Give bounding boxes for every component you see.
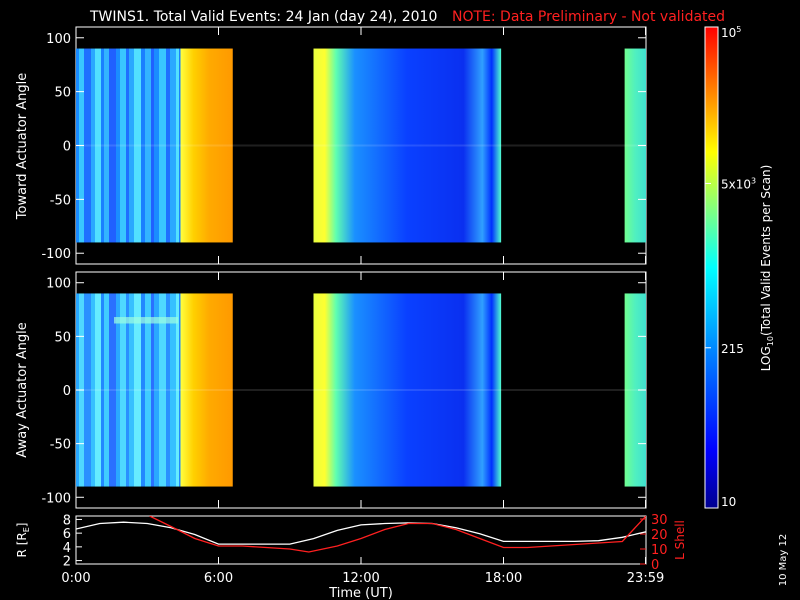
colorbar-label: LOG10(Total Valid Events per Scan) [759, 165, 775, 372]
ytick-label: -100 [41, 247, 71, 262]
time-xlabel: Time (UT) [328, 586, 393, 600]
ytick-label-right: 30 [651, 513, 668, 528]
away-actuator-panel: 100 50 0 -50 -100 Away Actuator Angle [15, 271, 647, 509]
colorbar-ramp [704, 26, 719, 509]
ytick-label: -50 [50, 193, 71, 208]
ytick-label: -100 [41, 491, 71, 506]
colorbar: 105 5x103 215 10 LOG10(Total Valid Events p… [704, 25, 775, 509]
xtick-label: 0:00 [61, 571, 90, 586]
ytick-label: 100 [46, 277, 71, 292]
heatmap-block [180, 293, 233, 487]
ytick-label: 0 [63, 384, 71, 399]
orbit-ylabel-right: L Shell [673, 520, 687, 560]
figure-title: TWINS1. Total Valid Events: 24 Jan (day … [89, 9, 437, 25]
ytick-label: 50 [54, 330, 71, 345]
ytick-label-right: 10 [651, 543, 668, 558]
colorbar-tick-label: 5x103 [721, 176, 756, 191]
ytick-label: 6 [63, 527, 71, 542]
heatmap-block [624, 48, 646, 243]
ytick-label: 0 [63, 140, 71, 155]
orbit-ylabel-left: R [RE] [15, 523, 31, 558]
heatmap-block [180, 48, 233, 243]
ytick-label: 4 [63, 541, 71, 556]
ytick-label: 100 [46, 32, 71, 47]
xtick-label: 12:00 [342, 571, 379, 586]
xtick-label: 23:59 [627, 571, 664, 586]
heatmap-block [313, 293, 502, 487]
away-ylabel: Away Actuator Angle [15, 322, 30, 457]
ytick-label: 50 [54, 86, 71, 101]
toward-ylabel: Toward Actuator Angle [15, 73, 30, 220]
toward-actuator-panel: 100 50 0 -50 -100 Toward Actuator Angle [15, 26, 647, 265]
lshell-line [149, 516, 646, 553]
colorbar-tick-label: 105 [721, 25, 741, 40]
preliminary-note: NOTE: Data Preliminary - Not validated [452, 9, 725, 25]
ytick-label-right: 20 [651, 528, 668, 543]
colorbar-tick-label: 215 [721, 342, 744, 356]
radius-line [76, 521, 646, 545]
colorbar-tick-label: 10 [721, 495, 736, 509]
xtick-label: 18:00 [485, 571, 522, 586]
heatmap-block [313, 48, 502, 243]
orbit-panel-frame [75, 515, 647, 565]
heatmap-block [624, 293, 646, 487]
run-date-label: 10 May 12 [778, 534, 789, 586]
ytick-label-right: 0 [651, 558, 659, 573]
ytick-label: 8 [63, 513, 71, 528]
ytick-label: -50 [50, 438, 71, 453]
ytick-label: 2 [63, 555, 71, 570]
xtick-label: 6:00 [204, 571, 233, 586]
